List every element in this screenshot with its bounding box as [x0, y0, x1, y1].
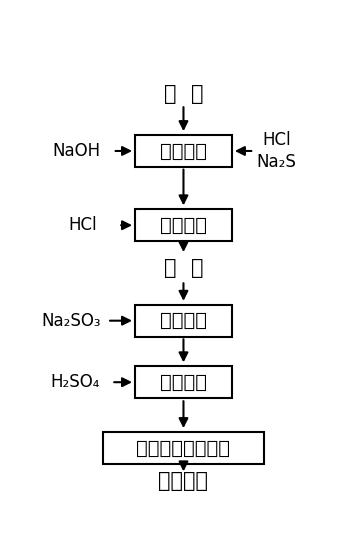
- Bar: [135, 366, 232, 398]
- Text: HCl: HCl: [262, 131, 291, 149]
- Text: 酸化还原: 酸化还原: [160, 372, 207, 392]
- Text: NaOH: NaOH: [53, 142, 101, 160]
- Text: 精  硒: 精 硒: [164, 258, 203, 278]
- Text: Na₂S: Na₂S: [256, 153, 296, 171]
- Text: H₂SO₄: H₂SO₄: [50, 373, 100, 391]
- Text: Na₂SO₃: Na₂SO₃: [42, 312, 101, 329]
- Text: 歧化碱浸: 歧化碱浸: [160, 142, 207, 160]
- Bar: [135, 135, 232, 167]
- Text: HCl: HCl: [68, 216, 97, 234]
- Text: 高纯度硒: 高纯度硒: [159, 471, 208, 491]
- Bar: [135, 305, 232, 337]
- Text: 粗  硒: 粗 硒: [164, 84, 203, 104]
- Bar: [103, 432, 264, 464]
- Text: 酸化沉硒: 酸化沉硒: [160, 216, 207, 235]
- Bar: [135, 209, 232, 241]
- Text: 氧化盐浸: 氧化盐浸: [160, 311, 207, 330]
- Text: 过滤、洗涤、干燥: 过滤、洗涤、干燥: [136, 439, 231, 457]
